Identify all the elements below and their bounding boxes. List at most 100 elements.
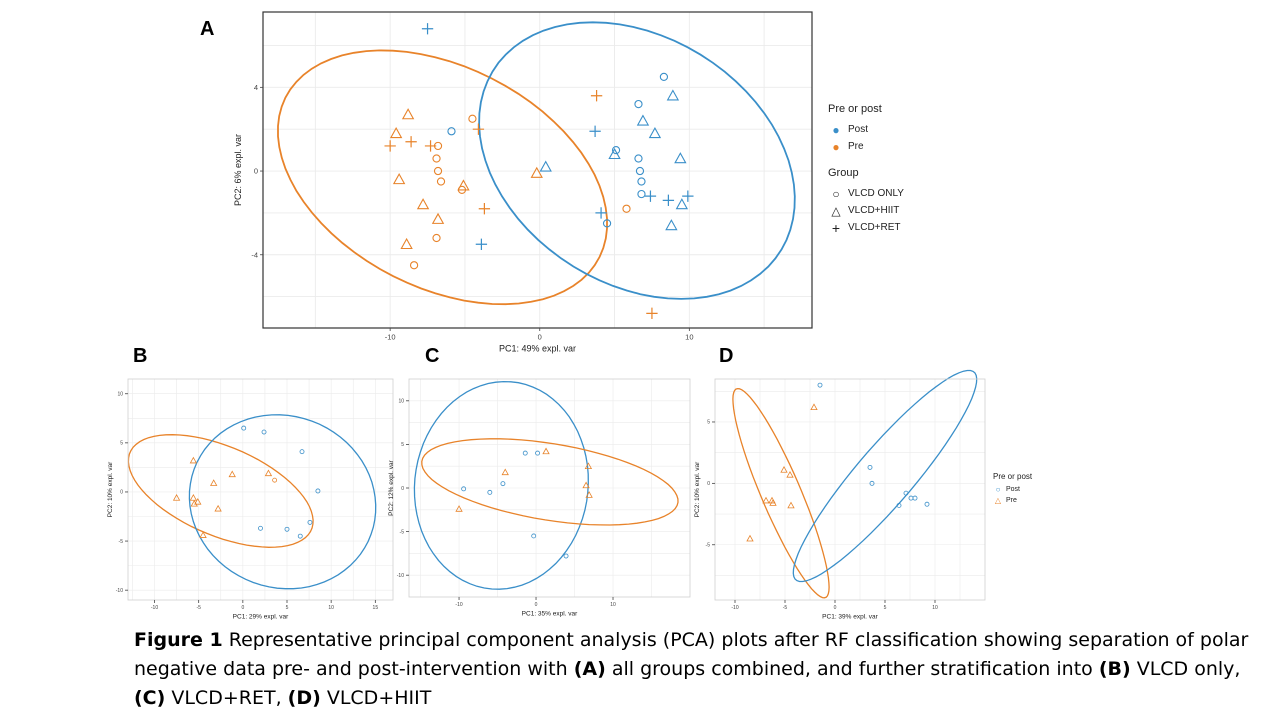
data-point-triangle: [172, 494, 181, 501]
y-tick-label: -4: [251, 250, 258, 259]
data-point-triangle: [530, 166, 543, 178]
legend-d-pre-label: Pre: [1006, 497, 1017, 504]
data-point-circle: [563, 553, 569, 559]
legend-a-title-prepost: Pre or post: [828, 103, 882, 115]
data-point-circle: [487, 489, 493, 495]
data-point-plus: [682, 190, 694, 202]
data-point-circle: [258, 525, 263, 531]
data-point-triangle: [228, 470, 236, 478]
x-tick-label: 10: [932, 605, 938, 611]
data-point-triangle: [769, 499, 777, 506]
legend-a-circle-icon: ○: [832, 186, 840, 201]
caption-text-5: VLCD+HIIT: [320, 687, 432, 709]
data-point-plus: [421, 23, 434, 35]
data-point-triangle: [416, 198, 430, 210]
data-point-triangle: [199, 531, 207, 538]
data-point-plus: [590, 90, 603, 102]
data-point-circle: [635, 166, 645, 176]
y-tick-label: 4: [254, 83, 258, 92]
legend-a: Pre or post ● Post ● Pre Group ○ VLCD ON…: [828, 103, 904, 236]
data-point-triangle: [648, 126, 662, 139]
y-tick-label: 0: [120, 490, 123, 496]
legend-a-item-vlcd-only: ○ VLCD ONLY: [828, 185, 904, 202]
data-point-triangle: [400, 237, 413, 250]
data-point-triangle: [582, 481, 590, 489]
legend-a-item-vlcd-ret: + VLCD+RET: [828, 219, 904, 236]
y-tick-label: 5: [401, 442, 404, 448]
data-point-circle: [432, 233, 441, 243]
confidence-ellipse-post: [792, 369, 978, 583]
y-tick-label: 0: [707, 481, 710, 487]
data-point-circle: [531, 533, 537, 539]
data-point-triangle: [189, 456, 198, 464]
legend-a-g1-label: VLCD ONLY: [848, 188, 904, 199]
x-tick-label: -10: [455, 602, 462, 608]
y-tick-label: -5: [119, 539, 124, 545]
legend-a-g3-label: VLCD+RET: [848, 222, 901, 233]
pca-plot-c: -10 0 10 -10 -5 0 5 10 PC1: 35% expl. var PC2: 12…: [388, 378, 691, 618]
data-point-circle: [611, 145, 621, 155]
data-point-circle: [447, 127, 456, 136]
legend-d-circle-icon: ○: [995, 485, 1001, 494]
legend-d-post-label: Post: [1006, 486, 1021, 493]
legend-a-triangle-icon: △: [831, 203, 841, 218]
confidence-ellipse-post: [413, 380, 589, 590]
data-point-plus: [424, 140, 437, 152]
y-tick-label: -5: [400, 529, 405, 535]
data-point-triangle: [780, 466, 788, 473]
data-point-triangle: [666, 89, 680, 101]
x-axis-title: PC1: 49% expl. var: [499, 344, 576, 354]
data-point-triangle: [210, 479, 218, 486]
x-tick-label: 10: [610, 602, 616, 608]
caption-label-a: (A): [573, 658, 606, 680]
y-tick-label: 10: [117, 391, 123, 397]
x-axis-title: PC1: 39% expl. var: [822, 614, 878, 621]
legend-a-post-label: Post: [848, 124, 869, 135]
legend-a-item-post: ● Post: [828, 121, 904, 138]
data-point-circle: [634, 154, 643, 163]
data-point-triangle: [455, 505, 463, 512]
data-point-circle: [924, 501, 930, 507]
plot-b-border: [127, 378, 394, 601]
data-point-plus: [646, 307, 658, 320]
data-point-triangle: [431, 212, 445, 224]
data-point-circle: [409, 261, 419, 270]
y-tick-label: 0: [401, 486, 404, 492]
data-point-plus: [595, 207, 607, 219]
data-point-circle: [817, 382, 823, 388]
plot-d-panel: [715, 379, 985, 600]
caption-fig-label: Figure 1: [134, 629, 223, 651]
data-point-circle: [867, 464, 873, 470]
data-point-circle: [637, 189, 646, 199]
data-point-circle: [637, 177, 646, 186]
legend-a-pre-label: Pre: [848, 141, 864, 152]
data-point-circle: [634, 99, 643, 109]
data-point-circle: [912, 495, 918, 501]
data-point-circle: [261, 429, 267, 435]
data-point-triangle: [584, 462, 593, 469]
caption-text-2: all groups combined, and further stratif…: [605, 658, 1099, 680]
x-tick-label: 10: [328, 605, 334, 611]
legend-a-title-group: Group: [828, 167, 859, 179]
caption-text-1: Representative principal component analy…: [134, 629, 1249, 680]
data-point-circle: [659, 72, 669, 81]
data-point-triangle: [392, 173, 406, 185]
legend-a-post-dot: ●: [832, 122, 840, 137]
x-tick-label: 10: [685, 333, 693, 342]
confidence-ellipse-pre: [277, 49, 608, 306]
panel-label-b: B: [133, 345, 148, 367]
data-point-circle: [602, 219, 612, 228]
data-point-circle: [903, 490, 909, 496]
data-point-triangle: [786, 470, 794, 478]
panel-label-a: A: [200, 18, 215, 40]
legend-d-item-post: ○ Post: [993, 484, 1032, 495]
caption-text-4: VLCD+RET,: [165, 687, 288, 709]
data-point-triangle: [401, 108, 415, 120]
y-axis-title: PC2: 6% expl. var: [233, 134, 243, 206]
data-point-circle: [535, 450, 541, 456]
confidence-ellipse-pre: [421, 438, 679, 526]
panel-label-c: C: [425, 345, 440, 367]
data-point-circle: [896, 503, 902, 508]
data-point-triangle: [762, 496, 770, 504]
legend-d: Pre or post ○ Post △ Pre: [993, 472, 1032, 506]
